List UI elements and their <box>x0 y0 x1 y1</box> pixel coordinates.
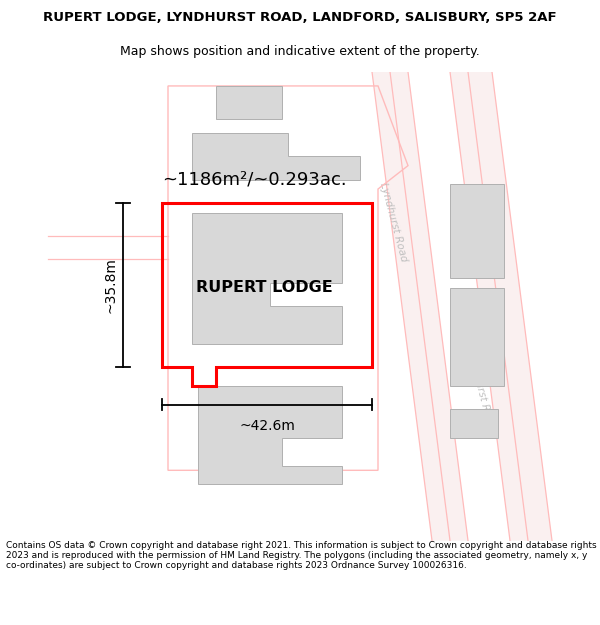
Polygon shape <box>450 72 552 541</box>
Text: Lyndhurst Road: Lyndhurst Road <box>464 350 496 431</box>
Polygon shape <box>450 184 504 278</box>
Polygon shape <box>450 409 498 437</box>
Polygon shape <box>372 72 468 541</box>
Text: ~1186m²/~0.293ac.: ~1186m²/~0.293ac. <box>162 171 347 188</box>
Polygon shape <box>198 386 342 484</box>
Text: Contains OS data © Crown copyright and database right 2021. This information is : Contains OS data © Crown copyright and d… <box>6 541 596 571</box>
Polygon shape <box>192 132 360 180</box>
Text: RUPERT LODGE: RUPERT LODGE <box>196 280 332 295</box>
Text: ~42.6m: ~42.6m <box>239 419 295 432</box>
Text: Lyndhurst Road: Lyndhurst Road <box>377 181 409 262</box>
Polygon shape <box>450 288 504 386</box>
Text: Map shows position and indicative extent of the property.: Map shows position and indicative extent… <box>120 44 480 58</box>
Text: ~35.8m: ~35.8m <box>104 258 118 313</box>
Text: RUPERT LODGE, LYNDHURST ROAD, LANDFORD, SALISBURY, SP5 2AF: RUPERT LODGE, LYNDHURST ROAD, LANDFORD, … <box>43 11 557 24</box>
Polygon shape <box>216 86 282 119</box>
Polygon shape <box>192 213 342 344</box>
